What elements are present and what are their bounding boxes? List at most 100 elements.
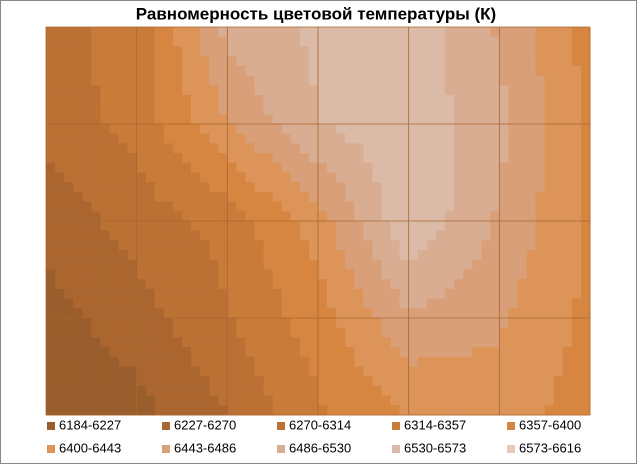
contour-cell	[336, 366, 346, 377]
contour-cell	[463, 75, 473, 86]
contour-cell	[55, 318, 65, 329]
contour-cell	[290, 337, 301, 348]
contour-cell	[499, 153, 509, 164]
contour-cell	[290, 124, 301, 135]
contour-cell	[200, 56, 210, 67]
contour-cell	[209, 191, 219, 202]
contour-cell	[46, 385, 56, 396]
contour-cell	[182, 366, 192, 377]
contour-cell	[517, 133, 527, 144]
contour-cell	[73, 376, 83, 387]
contour-cell	[490, 395, 500, 406]
contour-cell	[517, 162, 527, 173]
contour-cell	[200, 250, 210, 261]
contour-cell	[182, 182, 192, 193]
contour-cell	[562, 259, 573, 270]
contour-cell	[390, 133, 400, 144]
contour-cell	[299, 143, 310, 154]
contour-cell	[372, 356, 382, 367]
contour-cell	[408, 46, 419, 57]
contour-cell	[454, 327, 464, 338]
contour-cell	[191, 259, 201, 270]
contour-cell	[91, 94, 101, 105]
contour-cell	[372, 376, 382, 387]
contour-cell	[408, 279, 419, 290]
contour-cell	[508, 279, 518, 290]
contour-cell	[354, 56, 364, 67]
contour-cell	[82, 162, 92, 173]
contour-cell	[154, 75, 165, 86]
contour-cell	[390, 27, 400, 38]
contour-cell	[435, 182, 446, 193]
contour-cell	[263, 36, 274, 47]
contour-cell	[544, 36, 555, 47]
contour-cell	[553, 221, 564, 232]
contour-cell	[508, 356, 518, 367]
contour-cell	[508, 56, 518, 67]
contour-cell	[363, 269, 373, 280]
contour-cell	[182, 124, 192, 135]
contour-cell	[172, 347, 183, 358]
contour-cell	[318, 162, 328, 173]
contour-cell	[218, 162, 228, 173]
contour-cell	[218, 143, 228, 154]
contour-cell	[517, 308, 527, 319]
contour-cell	[263, 211, 274, 222]
contour-cell	[100, 143, 110, 154]
contour-cell	[272, 327, 283, 338]
contour-cell	[127, 221, 138, 232]
contour-cell	[535, 337, 546, 348]
contour-cell	[399, 36, 410, 47]
contour-cell	[55, 405, 65, 416]
contour-cell	[345, 308, 355, 319]
contour-cell	[526, 269, 536, 280]
contour-cell	[254, 221, 264, 232]
contour-cell	[290, 395, 301, 406]
contour-cell	[327, 162, 337, 173]
contour-cell	[481, 56, 491, 67]
contour-cell	[299, 75, 310, 86]
contour-cell	[200, 114, 210, 125]
contour-cell	[580, 182, 591, 193]
contour-cell	[200, 104, 210, 115]
contour-cell	[318, 221, 328, 232]
contour-cell	[318, 143, 328, 154]
contour-cell	[336, 182, 346, 193]
contour-cell	[82, 172, 92, 183]
contour-cell	[399, 153, 410, 164]
contour-cell	[64, 347, 74, 358]
contour-cell	[363, 221, 373, 232]
contour-cell	[318, 250, 328, 261]
contour-cell	[281, 356, 292, 367]
contour-cell	[327, 395, 337, 406]
contour-cell	[399, 133, 410, 144]
contour-cell	[454, 172, 464, 183]
contour-cell	[490, 124, 500, 135]
contour-cell	[372, 104, 382, 115]
contour-cell	[381, 279, 391, 290]
legend-swatch	[47, 445, 55, 453]
contour-cell	[544, 65, 555, 76]
contour-cell	[490, 153, 500, 164]
contour-cell	[281, 75, 292, 86]
contour-cell	[526, 385, 536, 396]
contour-cell	[272, 46, 283, 57]
contour-cell	[354, 124, 364, 135]
contour-cell	[236, 356, 246, 367]
contour-cell	[218, 327, 228, 338]
contour-cell	[571, 376, 582, 387]
contour-cell	[562, 182, 573, 193]
contour-cell	[336, 114, 346, 125]
contour-cell	[580, 327, 591, 338]
contour-cell	[363, 85, 373, 96]
contour-cell	[354, 230, 364, 241]
contour-cell	[209, 250, 219, 261]
contour-cell	[390, 385, 400, 396]
contour-cell	[336, 288, 346, 299]
contour-cell	[64, 318, 74, 329]
contour-cell	[490, 405, 500, 416]
contour-cell	[354, 75, 364, 86]
contour-cell	[64, 124, 74, 135]
contour-cell	[372, 65, 382, 76]
